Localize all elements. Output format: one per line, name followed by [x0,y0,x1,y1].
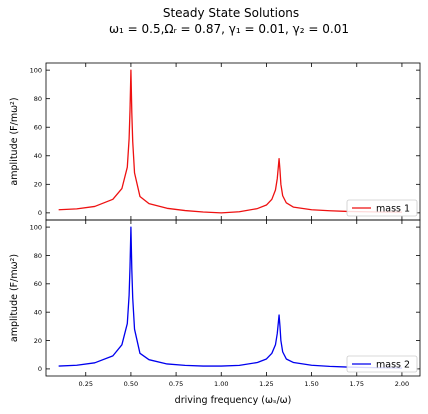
y-tick-label: 20 [34,181,42,189]
y-axis-label: amplitude (F/mω²) [9,97,20,185]
legend-label: mass 1 [376,203,410,214]
x-tick-label: 2.00 [395,380,409,388]
y-tick-label: 40 [34,308,42,316]
legend-label: mass 2 [376,359,410,370]
legend-box [346,199,418,217]
x-tick-label: 0.25 [79,380,93,388]
y-tick-label: 40 [34,152,42,160]
x-tick-label: 1.50 [304,380,318,388]
chart-title: Steady State Solutions [163,6,299,20]
chart-subtitle: ω₁ = 0.5,Ωᵣ = 0.87, γ₁ = 0.01, γ₂ = 0.01 [109,22,349,36]
y-axis-label: amplitude (F/mω²) [9,254,20,342]
x-tick-label: 1.25 [259,380,273,388]
y-tick-label: 80 [34,95,42,103]
series-line-mass-1 [58,69,402,214]
y-tick-label: 0 [38,209,42,217]
y-tick-label: 60 [34,280,42,288]
series-line-mass-2 [58,226,402,369]
y-tick-label: 0 [38,365,42,373]
y-tick-label: 100 [30,223,42,231]
y-tick-label: 100 [30,66,42,74]
x-tick-label: 0.50 [124,380,138,388]
legend-box [346,355,418,373]
x-tick-label: 0.75 [169,380,183,388]
y-tick-label: 80 [34,252,42,260]
x-tick-label: 1.00 [214,380,228,388]
y-tick-label: 60 [34,124,42,132]
y-tick-label: 20 [34,337,42,345]
panel-mass-1: 0 20 40 60 80 100 amplitude (F/mω²) mass 1 [9,62,421,221]
axes-frame [45,219,421,377]
axes-frame [45,62,421,221]
x-axis-label: driving frequency (ωₛ/ω) [175,395,292,406]
x-tick-label: 1.75 [350,380,364,388]
panel-mass-2: 0.25 0.50 0.75 1.00 1.25 1.50 1.75 2.00 0 20 40 60 8… [9,219,421,388]
